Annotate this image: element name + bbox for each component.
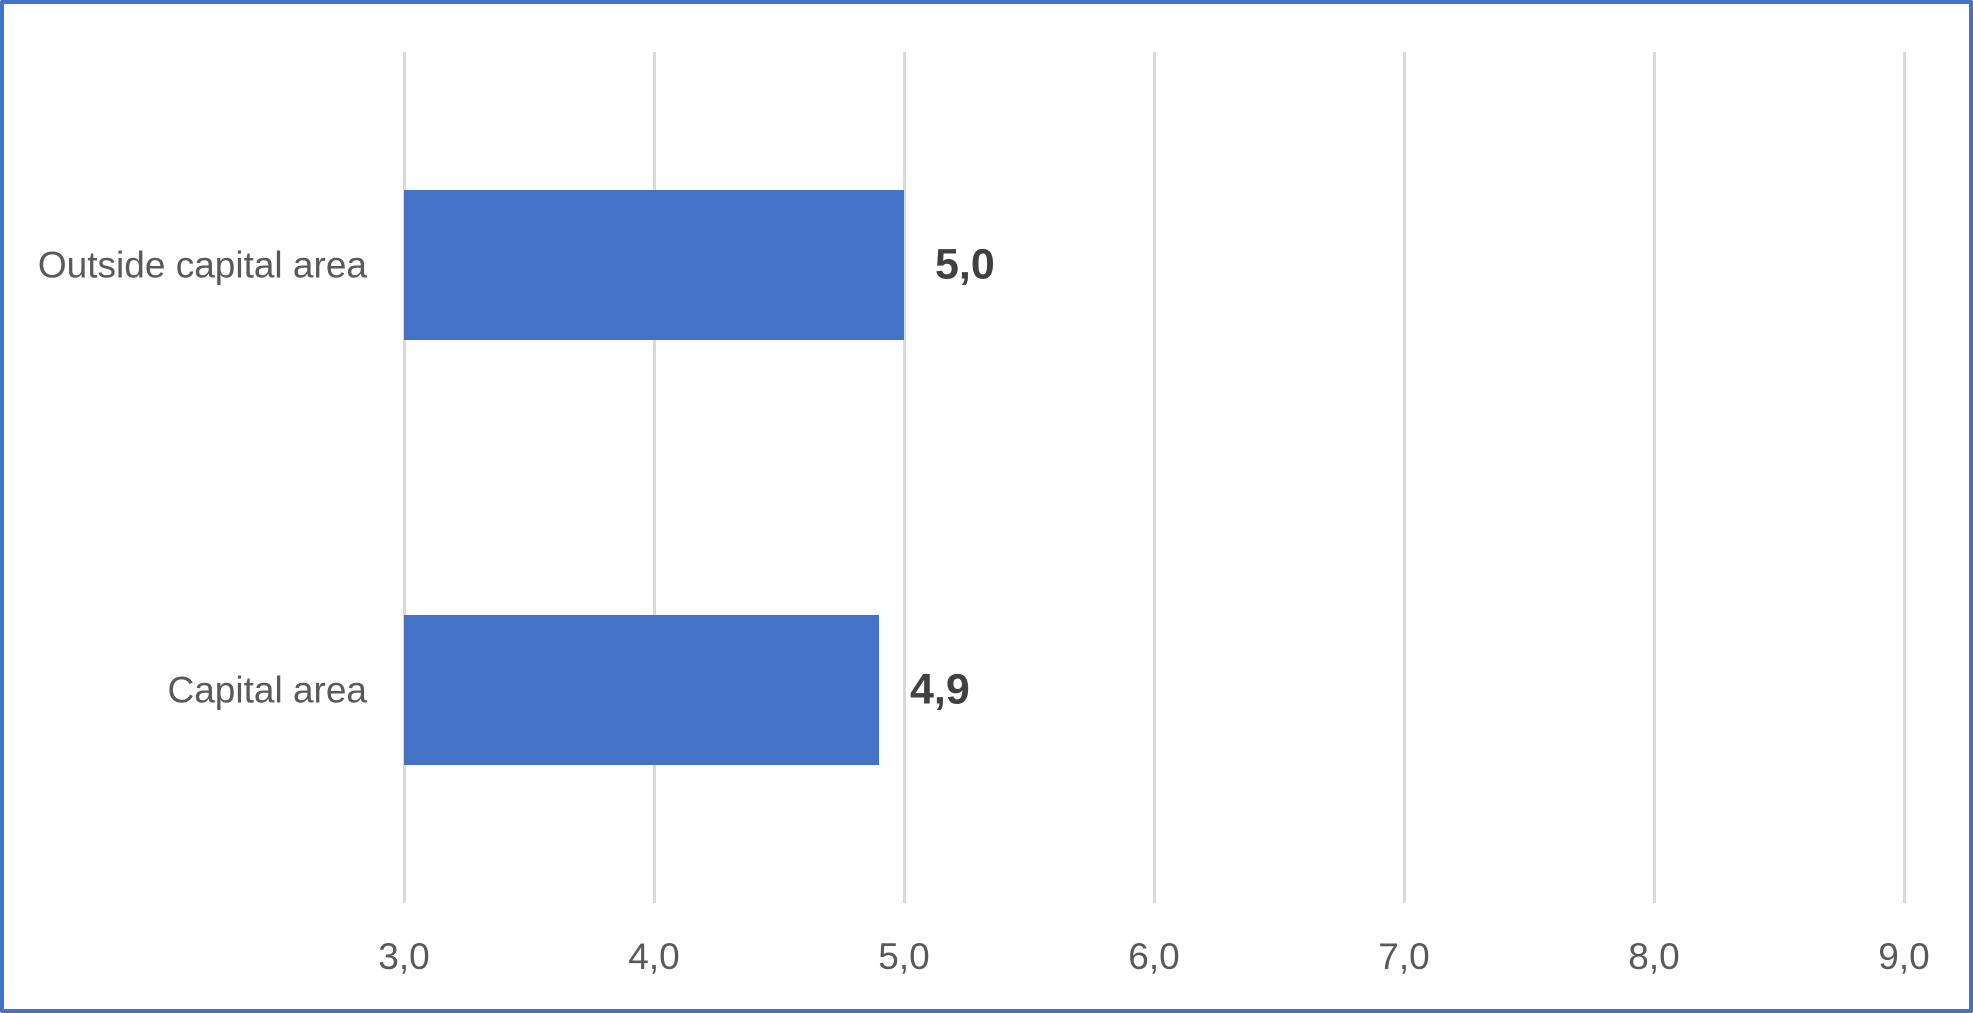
x-axis-tick-label: 3,0 [378,936,430,977]
x-axis-tick-label: 4,0 [628,936,680,977]
data-label: 4,9 [910,665,970,714]
bar [404,189,904,340]
gridline [402,52,406,903]
category-label: Capital area [167,669,367,711]
x-axis-tick-label: 9,0 [1878,936,1930,977]
gridline [1652,52,1656,903]
gridline [902,52,906,903]
x-axis-tick-label: 6,0 [1128,936,1180,977]
gridline [652,52,656,903]
x-axis-tick-label: 7,0 [1378,936,1430,977]
gridline [1902,52,1906,903]
bar [404,615,879,766]
x-axis-tick-label: 8,0 [1628,936,1680,977]
data-label: 5,0 [935,240,995,289]
x-axis-tick-label: 5,0 [878,936,930,977]
gridline [1152,52,1156,903]
gridline [1402,52,1406,903]
category-label: Outside capital area [37,244,367,286]
